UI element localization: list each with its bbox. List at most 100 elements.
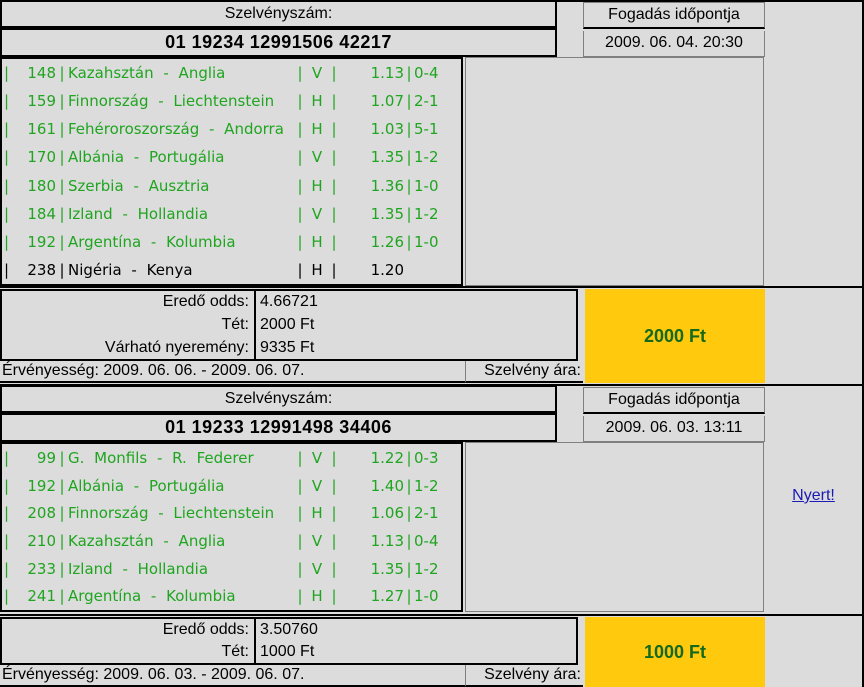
pipe-icon: | xyxy=(406,504,412,523)
won-status-link[interactable]: Nyert! xyxy=(792,487,835,504)
betting-slip-2: Szelvényszám: Fogadás időpontja 01 19233… xyxy=(0,385,864,687)
pipe-icon: | xyxy=(59,176,65,195)
separator-line xyxy=(0,384,864,386)
match-row: | 241 | Argentína - Kolumbia | H | 1.27 | 1-0 xyxy=(2,582,461,610)
match-odds: 1.40 xyxy=(370,476,404,495)
match-tip: H xyxy=(311,120,323,139)
pipe-icon: | xyxy=(406,587,412,606)
status-cell: Nyert! xyxy=(765,442,862,612)
pipe-icon: | xyxy=(297,204,303,223)
pipe-icon: | xyxy=(297,148,303,167)
match-name: Izland - Hollandia xyxy=(68,559,209,578)
pipe-icon: | xyxy=(59,204,65,223)
stake-amount-box: 1000 Ft xyxy=(585,617,765,687)
match-row: | 238 | Nigéria - Kenya | H | 1.20 xyxy=(2,256,461,284)
match-odds: 1.35 xyxy=(370,148,404,167)
summary-label: Tét: xyxy=(221,643,249,660)
pipe-icon: | xyxy=(4,260,10,279)
match-number: 170 xyxy=(27,148,56,167)
match-name: Kazahsztán - Anglia xyxy=(68,531,226,550)
match-number: 99 xyxy=(36,448,56,467)
pipe-icon: | xyxy=(331,232,337,251)
summary-value: 9335 Ft xyxy=(254,336,576,360)
match-number: 233 xyxy=(27,559,56,578)
separator-line xyxy=(0,286,864,288)
match-tip: H xyxy=(311,92,323,111)
match-number: 210 xyxy=(27,531,56,550)
empty-detail-cell xyxy=(465,57,764,286)
pipe-icon: | xyxy=(406,148,412,167)
summary-label: Tét: xyxy=(221,316,249,333)
pipe-icon: | xyxy=(59,504,65,523)
match-number: 241 xyxy=(27,587,56,606)
pipe-icon: | xyxy=(4,587,10,606)
summary-row: Tét: 2000 Ft xyxy=(2,313,576,337)
pipe-icon: | xyxy=(4,64,10,83)
pipe-icon: | xyxy=(4,476,10,495)
pipe-icon: | xyxy=(297,559,303,578)
match-tip: H xyxy=(311,504,323,523)
pipe-icon: | xyxy=(406,531,412,550)
summary-row: Eredő odds: 4.66721 xyxy=(2,291,576,314)
match-number: 184 xyxy=(27,204,56,223)
match-tip: V xyxy=(311,559,323,578)
match-name: Izland - Hollandia xyxy=(68,204,209,223)
pipe-icon: | xyxy=(331,260,337,279)
pipe-icon: | xyxy=(4,448,10,467)
match-name: Albánia - Portugália xyxy=(68,476,225,495)
match-number: 208 xyxy=(27,504,56,523)
pipe-icon: | xyxy=(297,531,303,550)
match-result: 1-2 xyxy=(414,204,439,223)
match-list: | 148 | Kazahsztán - Anglia | V | 1.13 | 0-4 | 159 |… xyxy=(0,57,463,286)
pipe-icon: | xyxy=(59,587,65,606)
pipe-icon: | xyxy=(406,448,412,467)
ticket-price-label: Szelvény ára: xyxy=(465,665,583,687)
pipe-icon: | xyxy=(59,232,65,251)
pipe-icon: | xyxy=(59,92,65,111)
match-row: | 99 | G. Monfils - R. Federer | V | 1.22 | 0-3 xyxy=(2,444,461,472)
summary-value: 1000 Ft xyxy=(254,641,576,663)
match-result: 1-2 xyxy=(414,148,439,167)
pipe-icon: | xyxy=(59,120,65,139)
match-odds: 1.03 xyxy=(370,120,404,139)
ticket-number-header: Szelvényszám: xyxy=(0,385,557,413)
stake-amount: 1000 Ft xyxy=(643,641,707,662)
pipe-icon: | xyxy=(331,587,337,606)
match-name: Kazahsztán - Anglia xyxy=(68,64,226,83)
match-row: | 148 | Kazahsztán - Anglia | V | 1.13 | 0-4 xyxy=(2,59,461,87)
pipe-icon: | xyxy=(59,260,65,279)
match-result: 5-1 xyxy=(414,120,439,139)
pipe-icon: | xyxy=(331,559,337,578)
pipe-icon: | xyxy=(406,232,412,251)
match-tip: H xyxy=(311,232,323,251)
pipe-icon: | xyxy=(4,120,10,139)
match-row: | 161 | Fehéroroszország - Andorra | H | 1.03 | 5… xyxy=(2,115,461,143)
pipe-icon: | xyxy=(297,92,303,111)
pipe-icon: | xyxy=(297,176,303,195)
pipe-icon: | xyxy=(406,92,412,111)
pipe-icon: | xyxy=(331,476,337,495)
match-number: 192 xyxy=(27,232,56,251)
match-result: 0-4 xyxy=(414,531,439,550)
match-odds: 1.35 xyxy=(370,204,404,223)
pipe-icon: | xyxy=(4,504,10,523)
ticket-price-label: Szelvény ára: xyxy=(465,361,583,383)
pipe-icon: | xyxy=(297,504,303,523)
validity-text: Érvényesség: 2009. 06. 06. - 2009. 06. 0… xyxy=(0,361,465,383)
pipe-icon: | xyxy=(406,559,412,578)
pipe-icon: | xyxy=(4,204,10,223)
match-result: 2-1 xyxy=(414,504,439,523)
match-row: | 233 | Izland - Hollandia | V | 1.35 | 1-2 xyxy=(2,555,461,583)
pipe-icon: | xyxy=(331,504,337,523)
summary-label: Eredő odds: xyxy=(162,293,249,311)
summary-value: 2000 Ft xyxy=(254,313,576,337)
match-tip: V xyxy=(311,204,323,223)
ticket-number-header: Szelvényszám: xyxy=(0,0,557,28)
pipe-icon: | xyxy=(4,92,10,111)
match-result: 1-0 xyxy=(414,176,439,195)
pipe-icon: | xyxy=(331,176,337,195)
match-row: | 192 | Albánia - Portugália | V | 1.40 | 1-2 xyxy=(2,472,461,500)
match-name: Argentína - Kolumbia xyxy=(68,232,236,251)
match-odds: 1.27 xyxy=(370,587,404,606)
